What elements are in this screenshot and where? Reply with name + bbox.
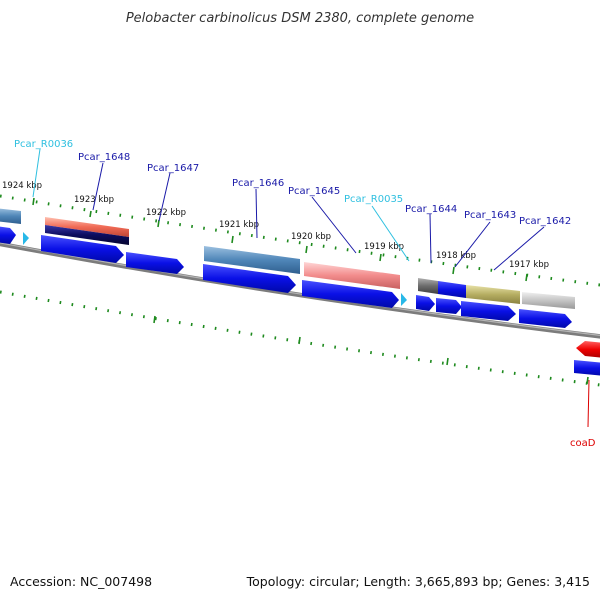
cds-arrow: [461, 301, 516, 321]
accession-text: Accession: NC_007498: [10, 574, 152, 589]
feature-box: [204, 246, 300, 274]
feature-box: [466, 285, 520, 304]
kbp-label: 1923 kbp: [74, 195, 114, 205]
gene-label: Pcar_R0035: [344, 194, 403, 205]
kbp-label: 1919 kbp: [364, 242, 404, 252]
rna-marker: [401, 293, 407, 306]
outer-major-ticks: [32, 197, 528, 282]
cds-track: [0, 226, 572, 328]
feature-box: [522, 292, 575, 309]
feature-box: [438, 281, 466, 298]
kbp-label: 1918 kbp: [436, 251, 476, 261]
cds-arrow: [203, 264, 296, 293]
gene-label: Pcar_1646: [232, 178, 284, 189]
gene-label: Pcar_1643: [464, 210, 516, 221]
inner-tick-ring: [0, 290, 600, 387]
inner-major-ticks: [153, 315, 589, 385]
feature-box: [45, 217, 129, 237]
reverse-cds-track: [574, 341, 600, 376]
leader-lines: [32, 148, 590, 428]
feature-box: [45, 225, 129, 245]
gene-labels: Pcar_R0036 Pcar_1648 Pcar_1647 Pcar_1646…: [14, 139, 596, 449]
kbp-label: 1922 kbp: [146, 208, 186, 218]
map-title: Pelobacter carbinolicus DSM 2380, comple…: [126, 11, 474, 26]
gene-label: Pcar_1647: [147, 163, 199, 174]
annotation-track: [0, 208, 575, 309]
feature-box: [0, 208, 21, 224]
cds-arrow: [519, 309, 572, 328]
feature-box: [418, 278, 438, 294]
gene-label: Pcar_1648: [78, 152, 130, 163]
cds-arrow: [41, 235, 124, 263]
cds-arrow-reverse: [576, 341, 600, 358]
feature-box: [304, 262, 400, 289]
outer-tick-ring: [0, 194, 600, 287]
rna-marker: [23, 232, 29, 245]
genome-backbone: [0, 241, 600, 339]
cds-arrow: [302, 280, 399, 308]
gene-label: Pcar_1644: [405, 204, 457, 215]
cds-arrow: [416, 295, 435, 311]
kbp-labels: 1924 kbp 1923 kbp 1922 kbp 1921 kbp 1920…: [2, 181, 549, 270]
kbp-label: 1920 kbp: [291, 232, 331, 242]
kbp-label: 1921 kbp: [219, 220, 259, 230]
gene-label: Pcar_1645: [288, 186, 340, 197]
cds-arrow: [0, 226, 16, 244]
kbp-label: 1917 kbp: [509, 260, 549, 270]
cds-arrow: [436, 298, 462, 314]
cds-arrow: [126, 252, 184, 274]
gene-label: Pcar_R0036: [14, 139, 73, 150]
cds-arrow: [574, 360, 600, 376]
gene-label: coaD: [570, 438, 596, 449]
kbp-label: 1924 kbp: [2, 181, 42, 191]
gene-label: Pcar_1642: [519, 216, 571, 227]
genome-summary-text: Topology: circular; Length: 3,665,893 bp…: [246, 574, 590, 589]
